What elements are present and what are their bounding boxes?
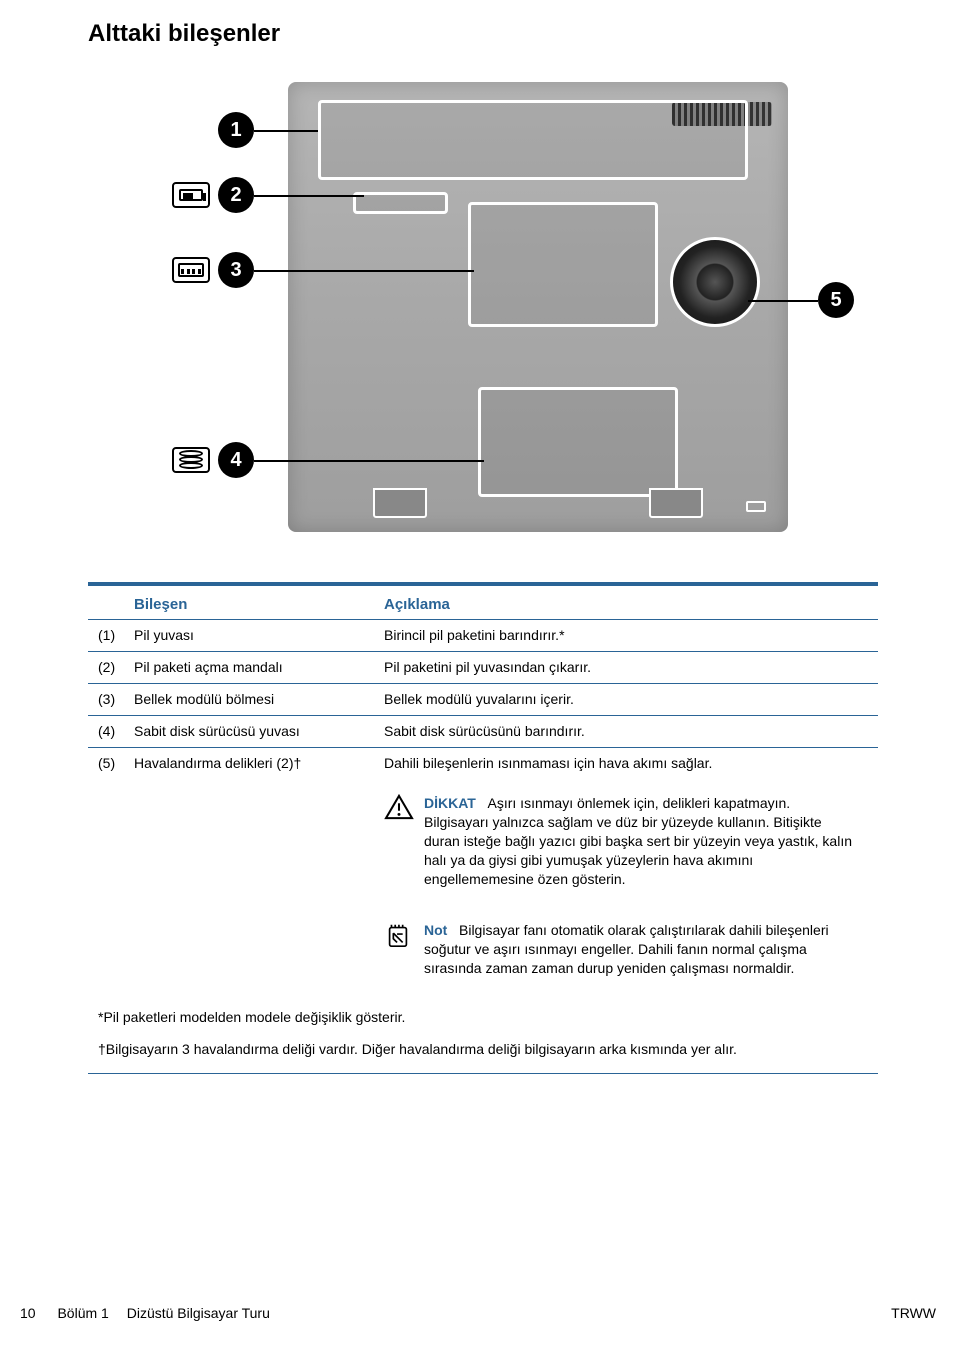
rubber-foot-right [649, 488, 703, 518]
row-num: (2) [98, 658, 134, 677]
note-block: Not Bilgisayar fanı otomatik olarak çalı… [88, 905, 878, 994]
row-name: Havalandırma delikleri (2)† [134, 754, 384, 773]
footer-right: TRWW [891, 1305, 936, 1321]
rubber-foot-left [373, 488, 427, 518]
callout-badge-3: 3 [218, 252, 254, 288]
row-num: (5) [98, 754, 134, 773]
row-name: Bellek modülü bölmesi [134, 690, 384, 709]
table-bottom-rule [88, 1073, 878, 1074]
hdd-icon [172, 447, 210, 473]
row-num: (4) [98, 722, 134, 741]
note-body: Bilgisayar fanı otomatik olarak çalıştır… [424, 922, 829, 976]
battery-bay-outline [318, 100, 748, 180]
laptop-bottom-plate [288, 82, 788, 532]
chapter-label: Bölüm 1 [57, 1305, 108, 1321]
caution-body: Aşırı ısınmayı önlemek için, delikleri k… [424, 795, 852, 887]
row-name: Pil paketi açma mandalı [134, 658, 384, 677]
hdd-cover-outline [478, 387, 678, 497]
callout-number: 2 [230, 184, 241, 207]
th-description: Açıklama [384, 596, 878, 613]
callout-number: 4 [230, 449, 241, 472]
callout-lead-4 [254, 460, 484, 462]
chapter-title: Dizüstü Bilgisayar Turu [127, 1305, 270, 1321]
callout-badge-5: 5 [818, 282, 854, 318]
page-number: 10 [20, 1305, 36, 1321]
caution-icon [384, 794, 424, 888]
bottom-components-diagram: 1 2 3 4 [158, 72, 858, 542]
memory-icon [172, 257, 210, 283]
callout-number: 5 [830, 289, 841, 312]
table-row: (5) Havalandırma delikleri (2)† Dahili b… [88, 748, 878, 779]
callout-number: 1 [230, 119, 241, 142]
row-desc: Bellek modülü yuvalarını içerir. [384, 690, 878, 709]
row-name: Sabit disk sürücüsü yuvası [134, 722, 384, 741]
row-desc: Pil paketini pil yuvasından çıkarır. [384, 658, 878, 677]
row-desc: Birincil pil paketini barındırır.* [384, 626, 878, 645]
table-row: (3) Bellek modülü bölmesi Bellek modülü … [88, 684, 878, 715]
caution-text: DİKKAT Aşırı ısınmayı önlemek için, deli… [424, 794, 878, 888]
page-footer: 10 Bölüm 1 Dizüstü Bilgisayar Turu TRWW [0, 1305, 960, 1321]
th-component: Bileşen [134, 596, 384, 613]
note-label: Not [424, 922, 447, 938]
callout-badge-2: 2 [218, 177, 254, 213]
battery-icon [172, 182, 210, 208]
table-footnotes: *Pil paketleri modelden modele değişikli… [88, 1008, 878, 1060]
table-row: (1) Pil yuvası Birincil pil paketini bar… [88, 620, 878, 651]
callout-lead-2 [254, 195, 364, 197]
callout-number: 3 [230, 259, 241, 282]
page-heading: Alttaki bileşenler [88, 20, 872, 48]
callout-lead-1 [254, 130, 318, 132]
table-row: (4) Sabit disk sürücüsü yuvası Sabit dis… [88, 716, 878, 747]
footer-left: 10 Bölüm 1 Dizüstü Bilgisayar Turu [20, 1305, 270, 1321]
note-text: Not Bilgisayar fanı otomatik olarak çalı… [424, 921, 878, 978]
note-icon [384, 921, 424, 978]
callout-badge-4: 4 [218, 442, 254, 478]
table-row: (2) Pil paketi açma mandalı Pil paketini… [88, 652, 878, 683]
battery-latch-outline [353, 192, 448, 214]
footnote-1: *Pil paketleri modelden modele değişikli… [98, 1008, 868, 1027]
row-num: (1) [98, 626, 134, 645]
caution-label: DİKKAT [424, 795, 476, 811]
row-desc: Sabit disk sürücüsünü barındırır. [384, 722, 878, 741]
fan-vent-outline [670, 237, 760, 327]
callout-badge-1: 1 [218, 112, 254, 148]
components-table: Bileşen Açıklama (1) Pil yuvası Birincil… [88, 582, 878, 1074]
footnote-2: †Bilgisayarın 3 havalandırma deliği vard… [98, 1040, 868, 1059]
lock-slot [746, 501, 766, 512]
row-num: (3) [98, 690, 134, 709]
callout-lead-5 [748, 300, 818, 302]
memory-cover-outline [468, 202, 658, 327]
table-header-row: Bileşen Açıklama [88, 586, 878, 619]
row-desc: Dahili bileşenlerin ısınmaması için hava… [384, 754, 878, 773]
caution-block: DİKKAT Aşırı ısınmayı önlemek için, deli… [88, 778, 878, 904]
row-name: Pil yuvası [134, 626, 384, 645]
callout-lead-3 [254, 270, 474, 272]
